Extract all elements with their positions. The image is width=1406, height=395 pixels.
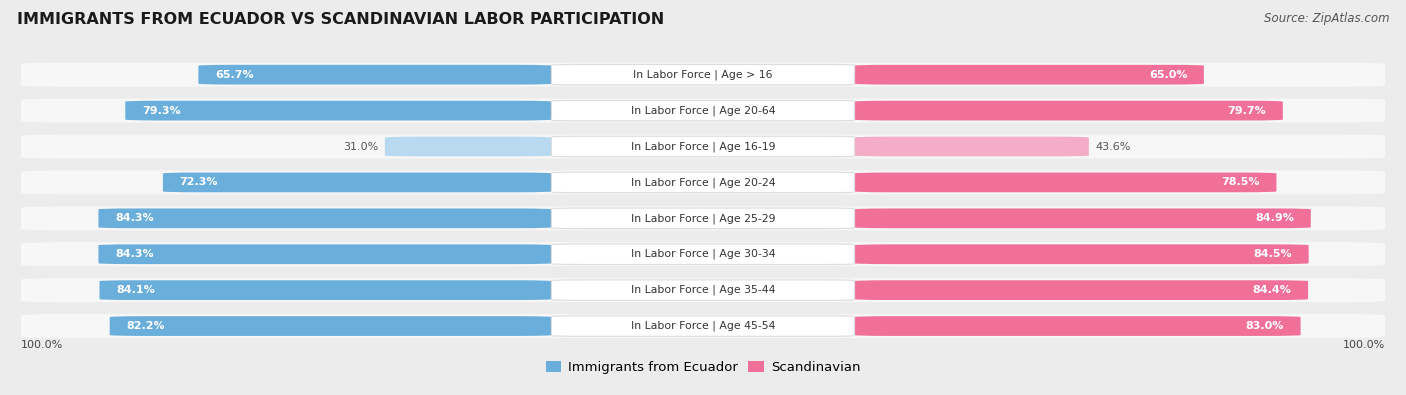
Text: In Labor Force | Age 16-19: In Labor Force | Age 16-19 xyxy=(631,141,775,152)
FancyBboxPatch shape xyxy=(21,278,1385,302)
Text: In Labor Force | Age 45-54: In Labor Force | Age 45-54 xyxy=(631,321,775,331)
Text: 65.7%: 65.7% xyxy=(215,70,253,80)
FancyBboxPatch shape xyxy=(855,316,1301,336)
FancyBboxPatch shape xyxy=(551,64,855,85)
Text: In Labor Force | Age > 16: In Labor Force | Age > 16 xyxy=(633,70,773,80)
FancyBboxPatch shape xyxy=(21,63,1385,87)
FancyBboxPatch shape xyxy=(110,316,551,336)
FancyBboxPatch shape xyxy=(100,280,551,300)
Text: 84.3%: 84.3% xyxy=(115,249,153,259)
Text: 78.5%: 78.5% xyxy=(1222,177,1260,187)
FancyBboxPatch shape xyxy=(21,314,1385,338)
Text: In Labor Force | Age 30-34: In Labor Force | Age 30-34 xyxy=(631,249,775,260)
FancyBboxPatch shape xyxy=(855,245,1309,264)
Text: In Labor Force | Age 20-64: In Labor Force | Age 20-64 xyxy=(631,105,775,116)
FancyBboxPatch shape xyxy=(551,208,855,229)
Text: 84.3%: 84.3% xyxy=(115,213,153,223)
Text: In Labor Force | Age 20-24: In Labor Force | Age 20-24 xyxy=(631,177,775,188)
Text: In Labor Force | Age 25-29: In Labor Force | Age 25-29 xyxy=(631,213,775,224)
FancyBboxPatch shape xyxy=(855,65,1204,85)
Text: 72.3%: 72.3% xyxy=(180,177,218,187)
FancyBboxPatch shape xyxy=(21,206,1385,230)
FancyBboxPatch shape xyxy=(855,101,1282,120)
Text: 79.7%: 79.7% xyxy=(1227,105,1267,116)
FancyBboxPatch shape xyxy=(551,244,855,265)
FancyBboxPatch shape xyxy=(98,245,551,264)
Text: 82.2%: 82.2% xyxy=(127,321,165,331)
FancyBboxPatch shape xyxy=(855,173,1277,192)
Text: In Labor Force | Age 35-44: In Labor Force | Age 35-44 xyxy=(631,285,775,295)
FancyBboxPatch shape xyxy=(21,99,1385,122)
FancyBboxPatch shape xyxy=(98,209,551,228)
Text: 83.0%: 83.0% xyxy=(1246,321,1284,331)
FancyBboxPatch shape xyxy=(385,137,551,156)
FancyBboxPatch shape xyxy=(21,134,1385,158)
FancyBboxPatch shape xyxy=(551,172,855,193)
FancyBboxPatch shape xyxy=(551,280,855,300)
FancyBboxPatch shape xyxy=(163,173,551,192)
Legend: Immigrants from Ecuador, Scandinavian: Immigrants from Ecuador, Scandinavian xyxy=(540,356,866,380)
FancyBboxPatch shape xyxy=(855,280,1308,300)
Text: IMMIGRANTS FROM ECUADOR VS SCANDINAVIAN LABOR PARTICIPATION: IMMIGRANTS FROM ECUADOR VS SCANDINAVIAN … xyxy=(17,12,664,27)
Text: 79.3%: 79.3% xyxy=(142,105,180,116)
FancyBboxPatch shape xyxy=(855,209,1310,228)
Text: 84.9%: 84.9% xyxy=(1256,213,1295,223)
FancyBboxPatch shape xyxy=(551,136,855,157)
FancyBboxPatch shape xyxy=(855,137,1088,156)
Text: Source: ZipAtlas.com: Source: ZipAtlas.com xyxy=(1264,12,1389,25)
Text: 31.0%: 31.0% xyxy=(343,141,378,152)
Text: 84.4%: 84.4% xyxy=(1253,285,1292,295)
FancyBboxPatch shape xyxy=(21,242,1385,266)
Text: 100.0%: 100.0% xyxy=(1343,340,1385,350)
FancyBboxPatch shape xyxy=(125,101,551,120)
Text: 65.0%: 65.0% xyxy=(1149,70,1187,80)
Text: 100.0%: 100.0% xyxy=(21,340,63,350)
FancyBboxPatch shape xyxy=(551,316,855,336)
FancyBboxPatch shape xyxy=(198,65,551,85)
Text: 84.1%: 84.1% xyxy=(117,285,155,295)
Text: 84.5%: 84.5% xyxy=(1254,249,1292,259)
Text: 43.6%: 43.6% xyxy=(1095,141,1130,152)
FancyBboxPatch shape xyxy=(21,170,1385,194)
FancyBboxPatch shape xyxy=(551,100,855,121)
